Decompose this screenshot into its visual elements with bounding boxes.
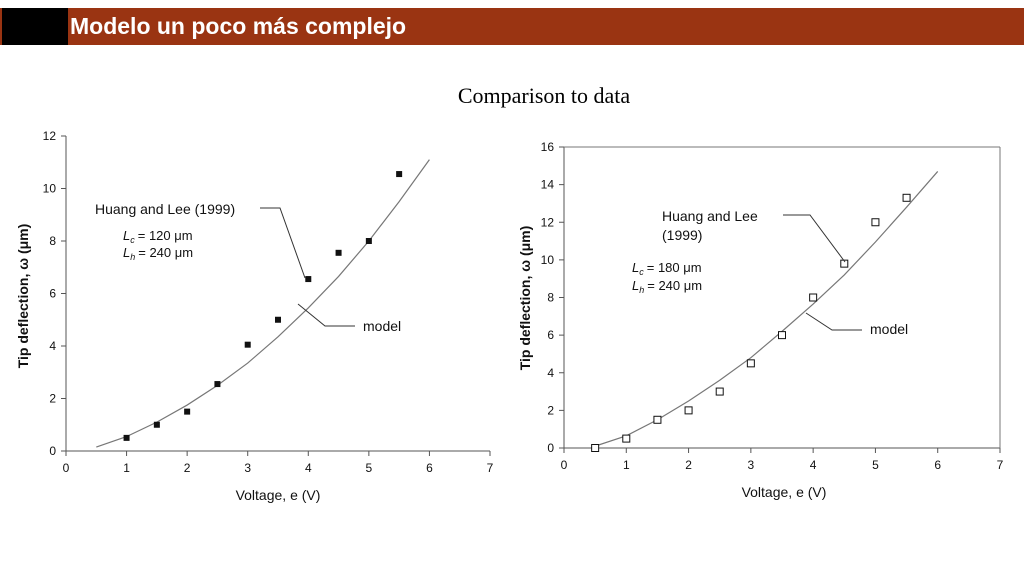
chart-left-y-tick-label: 6 [49,287,56,301]
chart-right-model-line [594,171,939,447]
chart-right-x-tick-label: 3 [748,458,755,472]
chart-left-x-tick-label: 0 [63,461,70,475]
chart-left-x-tick-label: 4 [305,461,312,475]
chart-left-y-tick-label: 12 [43,129,57,143]
chart-right-y-tick-label: 16 [541,140,555,154]
chart-left-y-tick-label: 8 [49,234,56,248]
chart-right-y-tick-label: 6 [547,328,554,342]
chart-right-y-tick-label: 2 [547,403,554,417]
chart-subtitle: Comparison to data [457,83,631,108]
chart-right-y-tick-label: 0 [547,441,554,455]
chart-right-data-point [840,259,849,268]
chart-right-data-point [653,415,662,424]
chart-right-model-leader [805,312,862,331]
svg-text:Lh= 240 μm: Lh = 240 μm [123,245,193,262]
chart-right-x-tick-label: 4 [810,458,817,472]
chart-right-data-point [809,293,818,302]
chart-left-y-tick-label: 0 [49,444,56,458]
chart-left-model-line [96,159,430,448]
title-accent-block [2,8,68,45]
chart-left-y-tick-label: 10 [43,182,57,196]
title-bar: Modelo un poco más complejo [0,8,1024,45]
chart-right-x-tick-label: 0 [561,458,568,472]
chart-left-ylabel: Tip deflection, ω (μm) [15,224,31,369]
chart-right-data-point [684,406,693,415]
chart-right-y-tick-label: 10 [541,253,555,267]
chart-right-data-point [746,359,755,368]
chart-left-x-tick-label: 6 [426,461,433,475]
chart-right-data-point [902,193,911,202]
chart-left-x-tick-label: 1 [123,461,130,475]
chart-left-model-label: model [363,318,401,334]
svg-text:Lc= 120 μm: Lc = 120 μm [123,228,193,245]
chart-left-legend-huang: Huang and Lee (1999) [95,201,235,217]
chart-right-data-point [622,434,631,443]
chart-left-data-point [214,381,221,388]
chart-left-x-tick-label: 7 [487,461,494,475]
chart-left-model-leader [297,303,355,327]
chart-left-y-tick-label: 2 [49,392,56,406]
svg-text:Lc= 180 μm: Lc = 180 μm [632,260,702,277]
chart-right-y-tick-label: 8 [547,291,554,305]
page-title: Modelo un poco más complejo [70,13,407,39]
chart-right-params: Lc = 180 μm Lh = 240 μm [632,260,702,295]
chart-right-ylabel: Tip deflection, ω (μm) [517,226,533,371]
chart-left-x-tick-label: 3 [244,461,251,475]
chart-right-data-point [591,444,600,452]
chart-left-data-point [305,276,312,283]
svg-text:Lh= 240 μm: Lh = 240 μm [632,278,702,295]
chart-right-x-tick-label: 7 [997,458,1004,472]
chart-left-data-point [365,238,372,244]
chart-right-y-tick-label: 12 [541,215,555,229]
chart-right-y-tick-label: 4 [547,366,554,380]
chart-right-data-point [778,331,786,340]
chart-left-data-point [335,249,342,256]
chart-left-x-tick-label: 2 [184,461,191,475]
chart-right-legend-huang-2: (1999) [662,227,702,243]
chart-left-data-point [244,341,251,348]
chart-right-model-label: model [870,321,908,337]
chart-left-y-tick-label: 4 [49,339,56,353]
chart-left-params: Lc = 120 μm Lh = 240 μm [123,228,193,262]
chart-right-data-point [715,387,724,396]
chart-right-x-tick-label: 5 [872,458,879,472]
chart-right-data-point [871,218,880,227]
chart-right-y-tick-label: 14 [541,178,555,192]
chart-right-huang-leader [783,214,846,263]
chart-left-data-point [123,434,130,441]
chart-left-data-point [275,316,281,323]
chart-left-data-point [153,421,160,428]
chart-left-xlabel: Voltage, e (V) [236,487,321,503]
chart-right-xlabel: Voltage, e (V) [742,484,827,500]
chart-left-data-point [184,408,191,415]
chart-right-x-tick-label: 6 [934,458,941,472]
chart-right-x-tick-label: 2 [685,458,692,472]
chart-left-huang-leader [260,207,306,279]
chart-right-x-tick-label: 1 [623,458,630,472]
chart-left-x-tick-label: 5 [366,461,373,475]
chart-left-data-point [396,171,403,178]
chart-right-legend-huang-1: Huang and Lee [662,208,758,224]
